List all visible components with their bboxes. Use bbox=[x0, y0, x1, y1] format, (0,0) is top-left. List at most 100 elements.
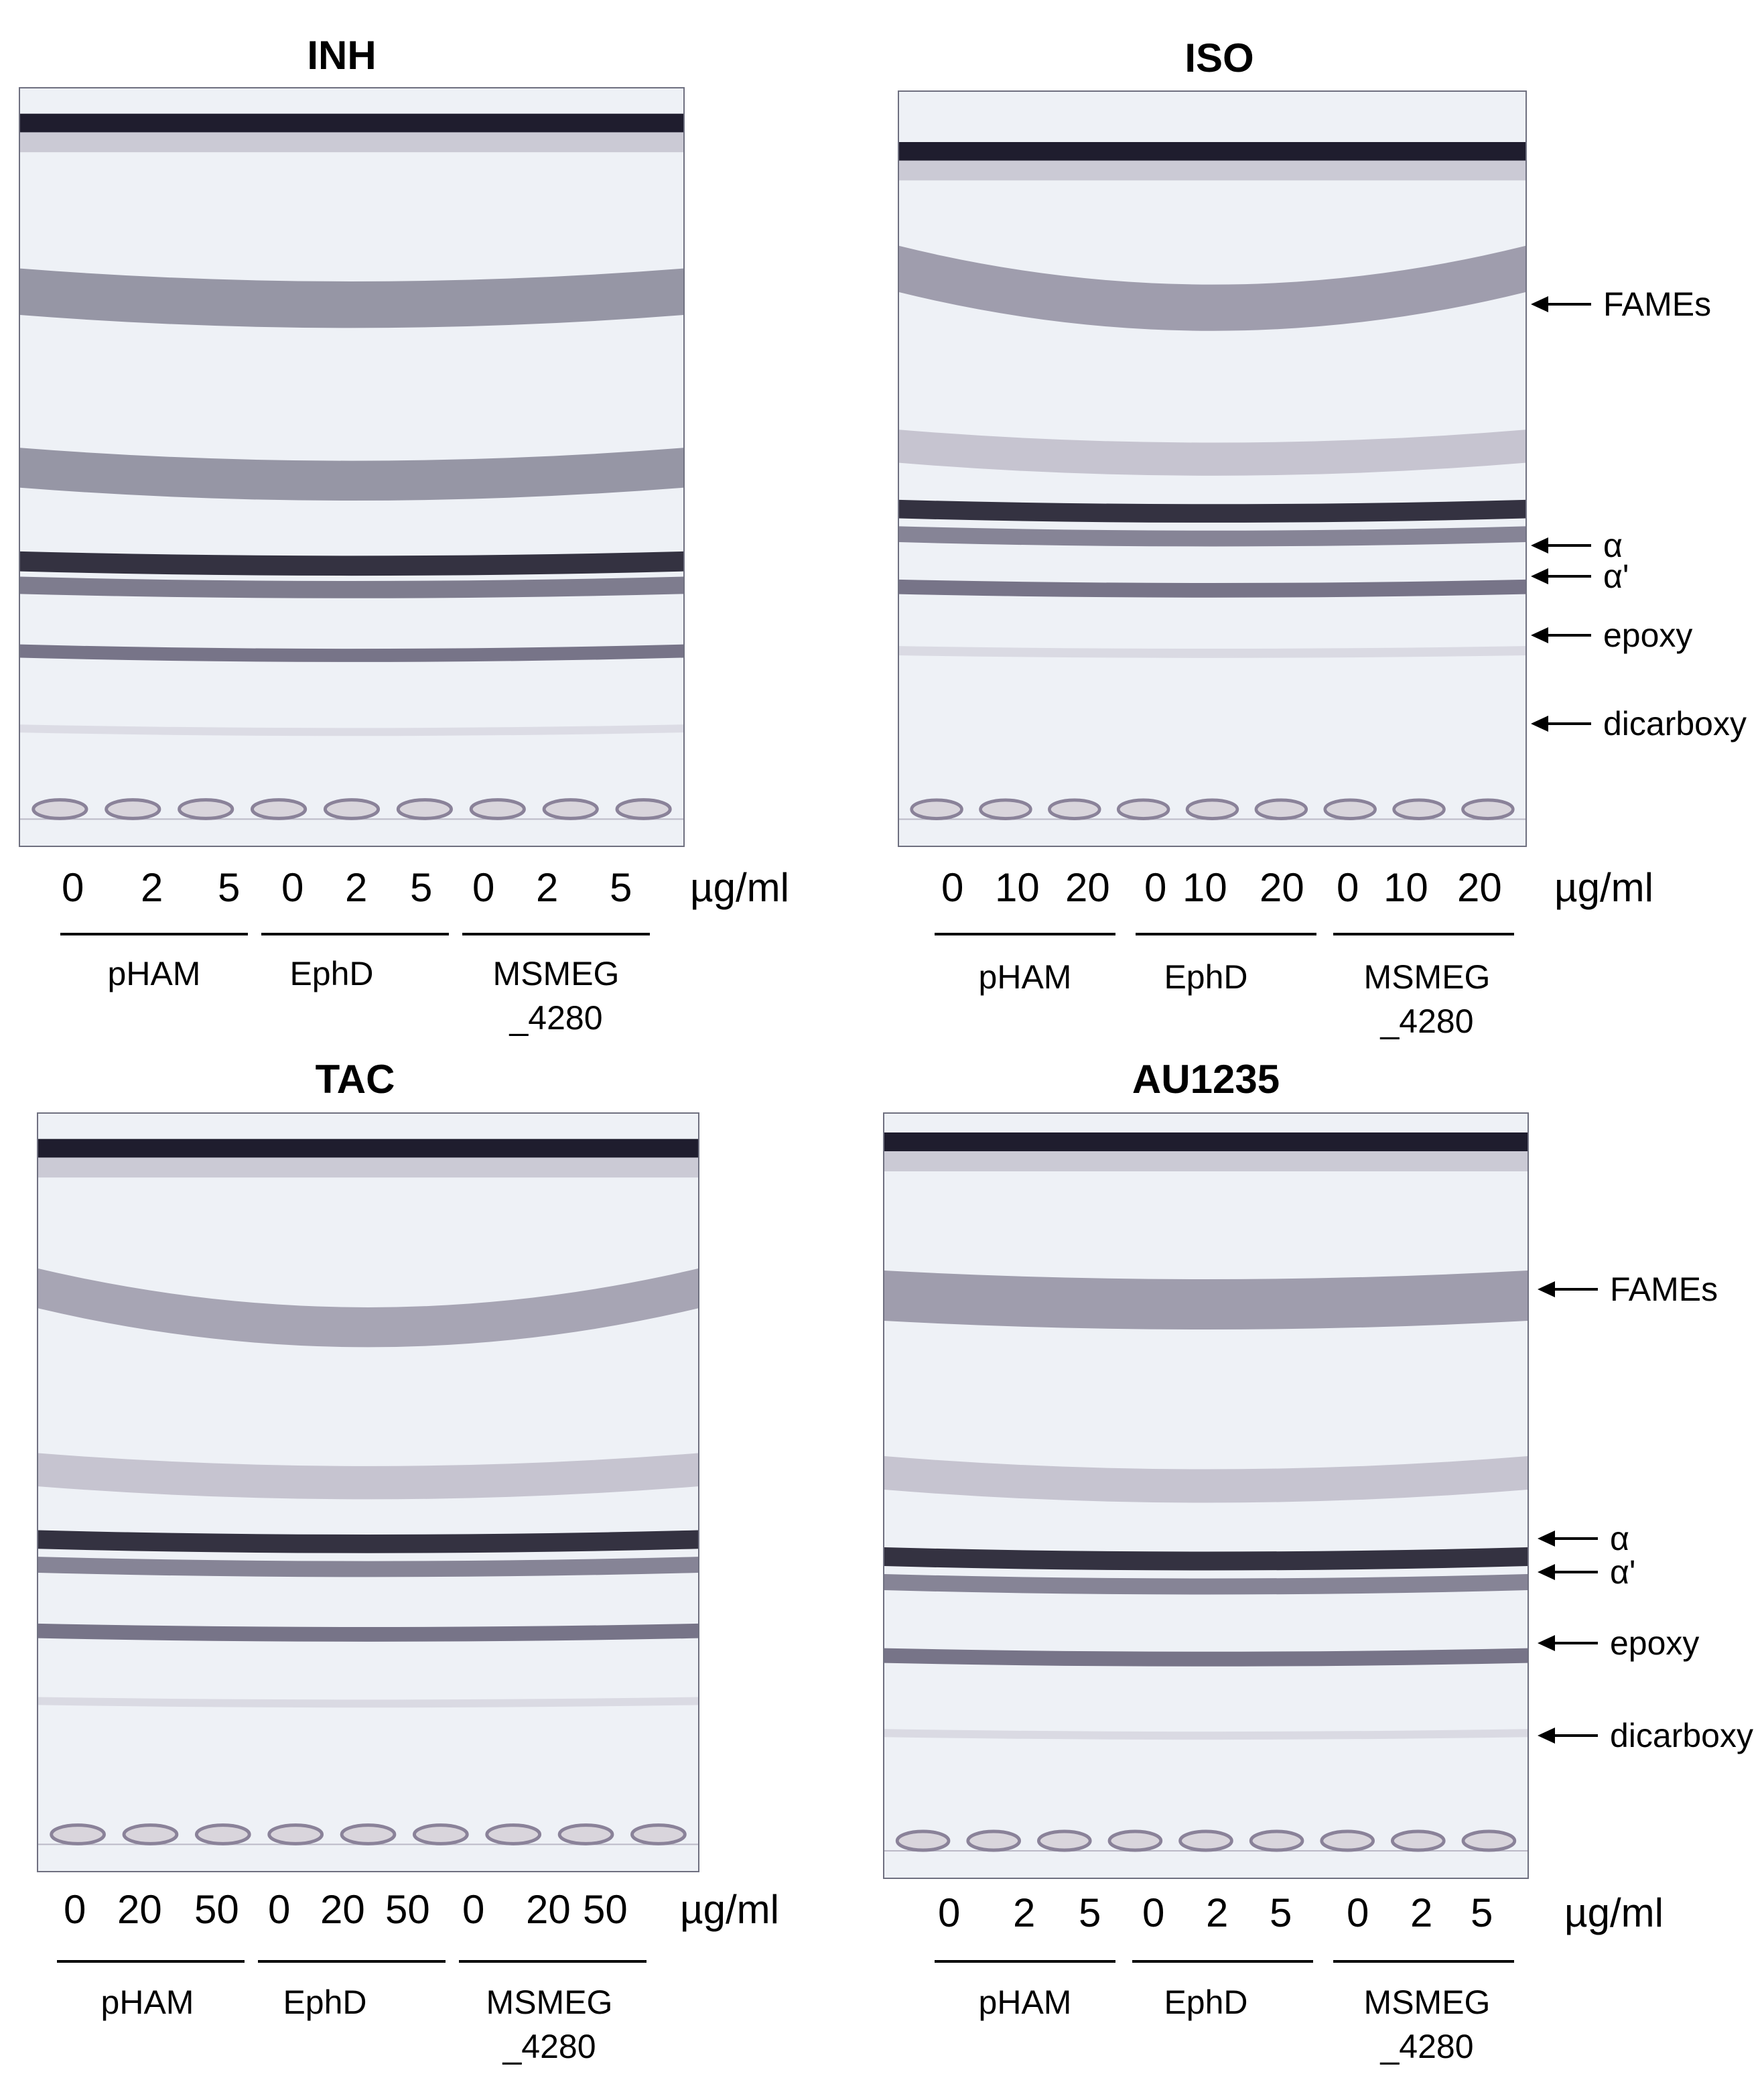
concentration-label: 50 bbox=[194, 1887, 239, 1932]
origin-spot bbox=[1461, 1829, 1517, 1852]
tlc-band bbox=[20, 644, 683, 662]
solvent-front-shadow bbox=[20, 132, 683, 153]
marker-label: FAMEs bbox=[1610, 1271, 1718, 1308]
marker-epoxy: epoxy bbox=[1531, 616, 1692, 654]
tlc-band bbox=[20, 724, 683, 736]
tlc-band bbox=[884, 1648, 1528, 1667]
tlc-band bbox=[20, 576, 683, 598]
marker-alpha-prime: α' bbox=[1531, 558, 1629, 595]
group-label: pHAM bbox=[978, 1984, 1072, 2021]
group-underline bbox=[1333, 1960, 1514, 1963]
marker-label: α bbox=[1603, 527, 1623, 564]
origin-spot bbox=[910, 798, 963, 821]
panel-title: ISO bbox=[1184, 36, 1254, 80]
origin-spot bbox=[178, 798, 234, 820]
marker-alpha: α bbox=[1531, 527, 1623, 564]
origin-spot bbox=[1320, 1829, 1375, 1852]
left-arrow-icon bbox=[1538, 1728, 1598, 1744]
tlc-band bbox=[20, 268, 683, 328]
origin-spot bbox=[1185, 798, 1239, 821]
tlc-band bbox=[899, 430, 1525, 476]
origin-spot bbox=[630, 1823, 687, 1845]
marker-label: α' bbox=[1610, 1553, 1636, 1591]
concentration-label: 50 bbox=[385, 1887, 430, 1932]
tlc-band bbox=[884, 1456, 1528, 1503]
unit-label: µg/ml bbox=[1554, 865, 1653, 910]
group-label: pHAM bbox=[107, 955, 201, 992]
marker-label: FAMEs bbox=[1603, 285, 1712, 323]
marker-label: dicarboxy bbox=[1603, 705, 1747, 742]
origin-spot bbox=[105, 798, 161, 820]
solvent-front-band bbox=[38, 1139, 698, 1158]
panel-title: AU1235 bbox=[1132, 1057, 1280, 1102]
origin-spot bbox=[1392, 798, 1446, 821]
origin-spot bbox=[50, 1823, 106, 1845]
concentration-label: 20 bbox=[1065, 865, 1110, 910]
tlc-band bbox=[899, 499, 1525, 523]
marker-alpha: α bbox=[1538, 1520, 1629, 1557]
tlc-band bbox=[899, 579, 1525, 598]
origin-spot bbox=[1254, 798, 1308, 821]
concentration-label: 5 bbox=[1079, 1890, 1101, 1935]
concentration-label: 20 bbox=[320, 1887, 365, 1932]
left-arrow-icon bbox=[1531, 716, 1591, 732]
origin-spot bbox=[267, 1823, 324, 1845]
marker-epoxy: epoxy bbox=[1538, 1624, 1699, 1662]
concentration-label: 0 bbox=[62, 865, 84, 910]
group-underline bbox=[1136, 933, 1316, 935]
tlc-band bbox=[884, 1271, 1528, 1329]
left-arrow-icon bbox=[1538, 1564, 1598, 1580]
concentration-label: 0 bbox=[281, 865, 304, 910]
solvent-front-band bbox=[884, 1132, 1528, 1151]
group-underline bbox=[57, 1960, 245, 1963]
concentration-label: 20 bbox=[526, 1887, 571, 1932]
solvent-front-band bbox=[20, 113, 683, 133]
group-label: MSMEG _4280 bbox=[1363, 1984, 1491, 2065]
group-underline bbox=[935, 933, 1115, 935]
plate-background bbox=[899, 92, 1525, 846]
marker-fames: FAMEs bbox=[1538, 1271, 1718, 1308]
concentration-label: 0 bbox=[938, 1890, 961, 1935]
origin-spot bbox=[1048, 798, 1101, 821]
group-underline bbox=[935, 1960, 1115, 1963]
origin-spot bbox=[542, 798, 599, 820]
left-arrow-icon bbox=[1531, 537, 1591, 554]
origin-spot bbox=[895, 1829, 951, 1852]
tlc-plate-image bbox=[883, 1112, 1529, 1879]
origin-spot bbox=[251, 798, 308, 820]
group-label: EphD bbox=[1164, 958, 1248, 996]
origin-spot bbox=[340, 1823, 397, 1845]
marker-label: epoxy bbox=[1610, 1624, 1700, 1662]
concentration-label: 2 bbox=[536, 865, 559, 910]
tlc-plate-svg bbox=[884, 1114, 1528, 1878]
concentration-label: 20 bbox=[117, 1887, 162, 1932]
group-label: EphD bbox=[1164, 1984, 1248, 2021]
marker-label: epoxy bbox=[1603, 616, 1693, 654]
left-arrow-icon bbox=[1531, 568, 1591, 584]
concentration-label: 5 bbox=[218, 865, 241, 910]
tlc-band bbox=[38, 1453, 698, 1500]
group-underline bbox=[1132, 1960, 1313, 1963]
marker-label: dicarboxy bbox=[1610, 1717, 1753, 1754]
origin-spot bbox=[615, 798, 672, 820]
concentration-label: 0 bbox=[462, 1887, 485, 1932]
unit-label: µg/ml bbox=[690, 865, 789, 910]
tlc-band bbox=[38, 1557, 698, 1577]
solvent-front-shadow bbox=[899, 160, 1525, 181]
group-label: pHAM bbox=[100, 1984, 194, 2021]
group-underline bbox=[60, 933, 248, 935]
tlc-band bbox=[899, 526, 1525, 547]
marker-label: α' bbox=[1603, 558, 1629, 595]
origin-spot bbox=[122, 1823, 179, 1845]
origin-spot bbox=[557, 1823, 614, 1845]
tlc-band bbox=[899, 245, 1525, 331]
left-arrow-icon bbox=[1538, 1281, 1598, 1297]
tlc-plate-image bbox=[19, 87, 685, 847]
tlc-band bbox=[38, 1697, 698, 1708]
origin-spot bbox=[1178, 1829, 1233, 1852]
origin-spot bbox=[31, 798, 88, 820]
origin-spot bbox=[1107, 1829, 1163, 1852]
left-arrow-icon bbox=[1531, 627, 1591, 643]
concentration-label: 50 bbox=[583, 1887, 628, 1932]
origin-spot bbox=[1249, 1829, 1304, 1852]
